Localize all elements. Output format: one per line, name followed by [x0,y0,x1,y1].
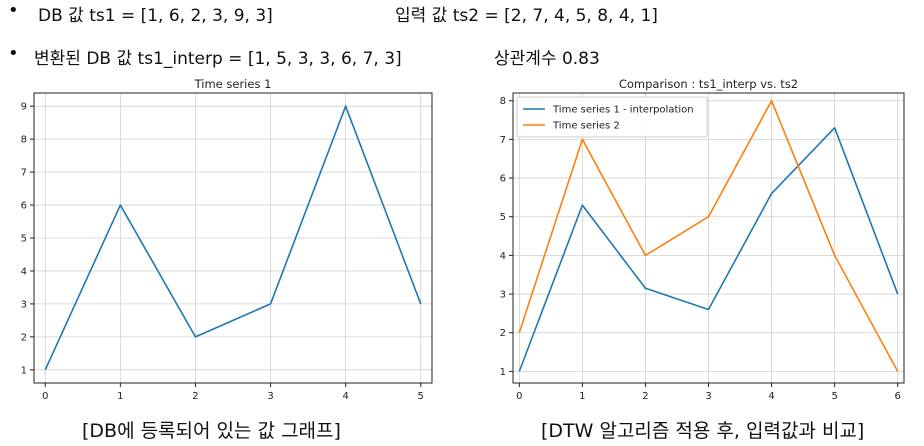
x-tick-label: 4 [768,391,774,402]
y-tick-label: 1 [21,365,27,376]
y-tick-label: 5 [500,212,506,223]
bullet-1: • [8,0,19,21]
y-tick-label: 9 [21,102,27,113]
y-tick-label: 4 [21,266,27,277]
x-tick-label: 5 [418,391,424,402]
chart-1: 0 1 2 3 4 5 1 2 3 4 5 6 7 8 9 Time series 1 [21,77,433,402]
y-tick-label: 2 [500,328,506,339]
legend-label: Time series 2 [552,121,620,132]
x-tick-label: 1 [579,391,585,402]
y-tick-label: 3 [500,290,506,301]
chart-title: Time series 1 [194,77,272,91]
y-tick-label: 1 [500,367,506,378]
x-tick-label: 6 [895,391,901,402]
series-line-2 [518,99,899,372]
x-tick-label: 0 [516,391,522,402]
x-tick-label: 0 [42,391,48,402]
db-values-text: DB 값 ts1 = [1, 6, 2, 3, 9, 3] [38,6,273,26]
chart-title: Comparison : ts1_interp vs. ts2 [619,77,798,91]
correlation-text: 상관계수 0.83 [494,49,600,69]
bullet-2: • [8,43,19,64]
left-chart-caption: [DB에 등록되어 있는 값 그래프] [82,420,341,442]
y-tick-label: 8 [21,135,27,146]
x-tick-label: 5 [831,391,837,402]
y-tick-label: 2 [21,332,27,343]
x-tick-label: 4 [342,391,348,402]
y-tick-label: 7 [500,135,506,146]
y-tick-label: 4 [500,251,506,262]
y-tick-label: 6 [21,201,27,212]
x-tick-label: 3 [267,391,273,402]
interp-values-text: 변환된 DB 값 ts1_interp = [1, 5, 3, 3, 6, 7,… [34,49,402,69]
series-line-1 [44,105,422,371]
series-line-1 [518,127,899,372]
right-chart-caption: [DTW 알고리즘 적용 후, 입력값과 비교] [541,420,865,442]
x-tick-label: 2 [642,391,648,402]
x-tick-label: 3 [705,391,711,402]
x-tick-label: 1 [117,391,123,402]
y-tick-label: 3 [21,299,27,310]
chart-2: 0 1 2 3 4 5 6 1 2 3 4 5 6 7 8 Comparison : ts1_interp v… [500,77,905,402]
y-tick-label: 8 [500,96,506,107]
y-tick-label: 6 [500,174,506,185]
legend-box [516,96,708,138]
y-tick-label: 5 [21,234,27,245]
x-tick-label: 2 [192,391,198,402]
input-values-text: 입력 값 ts2 = [2, 7, 4, 5, 8, 4, 1] [395,6,658,26]
y-tick-label: 7 [21,168,27,179]
legend-label: Time series 1 - interpolation [552,105,694,116]
